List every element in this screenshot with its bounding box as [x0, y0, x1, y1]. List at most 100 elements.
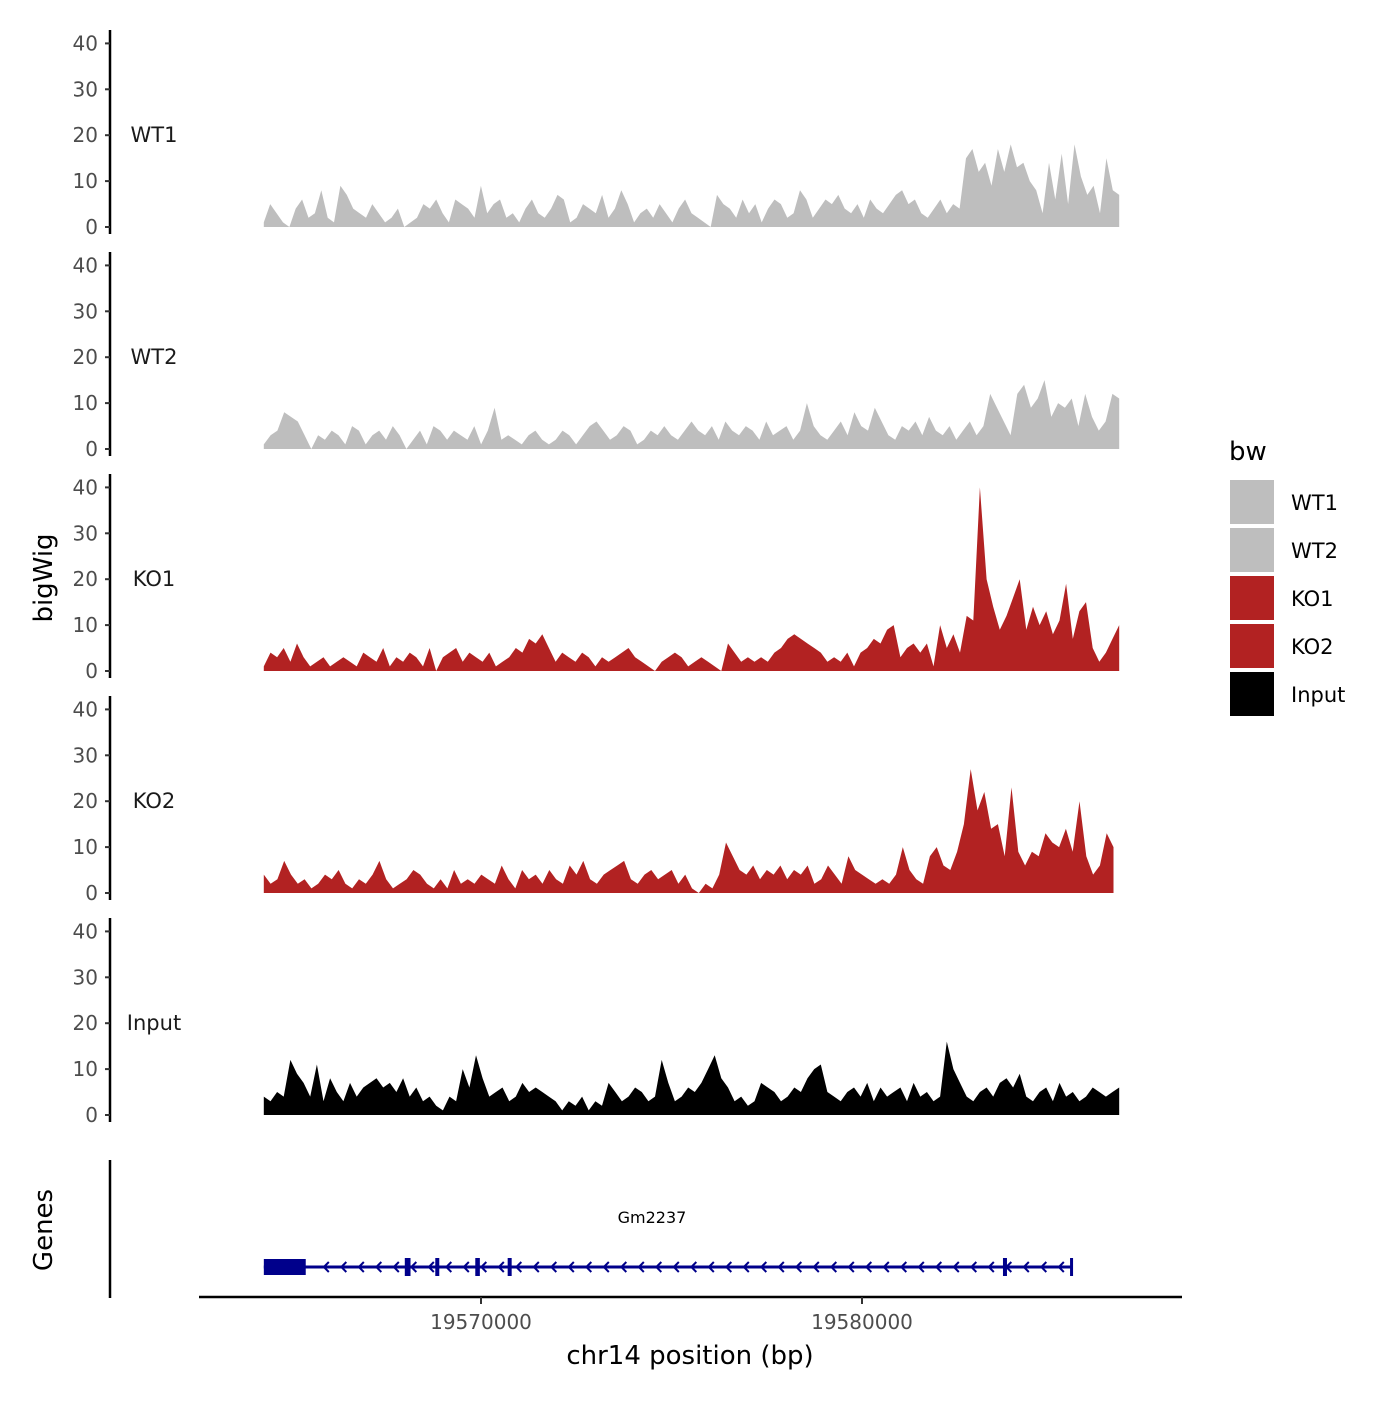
track-panel-wt1: 0 10 20 30 40 WT1	[73, 30, 1120, 239]
coverage-area-ko1	[263, 487, 1120, 671]
strand-arrow	[619, 1261, 628, 1273]
strand-arrow	[322, 1261, 330, 1273]
strand-arrow	[882, 1261, 890, 1273]
track-label-wt2: WT2	[131, 345, 178, 369]
strand-arrow	[567, 1261, 575, 1273]
track-label-ko2: KO2	[133, 789, 176, 813]
strand-arrow	[1057, 1261, 1065, 1273]
strand-arrow	[952, 1261, 960, 1273]
legend-label-wt2: WT2	[1291, 539, 1338, 563]
y-tick-label: 40	[73, 919, 98, 943]
strand-arrow	[899, 1261, 908, 1273]
legend-title: bw	[1229, 437, 1267, 467]
legend-key-input	[1230, 672, 1274, 716]
genes-axis-title: Genes	[29, 1189, 59, 1271]
track-label-input: Input	[127, 1011, 181, 1035]
legend-label-wt1: WT1	[1291, 491, 1338, 515]
strand-arrow	[934, 1261, 943, 1273]
strand-arrow	[1022, 1261, 1030, 1273]
legend-key-ko1	[1230, 576, 1274, 620]
legend-key-ko2	[1230, 624, 1274, 668]
track-panel-ko2: 0 10 20 30 40 KO2	[73, 696, 1114, 905]
strand-arrow	[672, 1261, 680, 1273]
strand-arrow	[724, 1261, 733, 1273]
x-tick-label: 19570000	[430, 1310, 532, 1334]
y-tick-label: 10	[73, 613, 98, 637]
strand-arrow	[1039, 1261, 1048, 1273]
strand-arrow	[532, 1261, 540, 1273]
gene-exon	[1002, 1258, 1007, 1276]
y-tick-label: 40	[73, 31, 98, 55]
coverage-area-wt1	[263, 144, 1120, 227]
strand-arrow	[602, 1261, 610, 1273]
y-tick-label: 20	[73, 789, 98, 813]
y-tick-label: 30	[73, 77, 98, 101]
coverage-area-input	[263, 1041, 1120, 1115]
legend: bw WT1 WT2 KO1 KO2 Input	[1229, 437, 1345, 716]
coverage-area-ko2	[263, 769, 1114, 893]
strand-arrow	[847, 1261, 855, 1273]
y-tick-label: 20	[73, 123, 98, 147]
track-panel-ko1: 0 10 20 30 40 KO1	[73, 474, 1120, 683]
strand-arrow	[584, 1261, 593, 1273]
y-tick-label: 40	[73, 253, 98, 277]
y-tick-label: 10	[73, 1057, 98, 1081]
track-label-ko1: KO1	[133, 567, 176, 591]
gene-exon	[435, 1258, 440, 1276]
strand-arrow	[374, 1261, 383, 1273]
y-axis-title: bigWig	[29, 533, 59, 622]
y-tick-label: 20	[73, 1011, 98, 1035]
strand-arrow	[759, 1261, 768, 1273]
y-tick-label: 0	[85, 215, 98, 239]
strand-arrow	[479, 1261, 488, 1273]
strand-arrow	[549, 1261, 558, 1273]
strand-arrow	[339, 1261, 348, 1273]
y-tick-label: 30	[73, 521, 98, 545]
strand-arrow	[689, 1261, 698, 1273]
y-tick-label: 30	[73, 965, 98, 989]
x-axis: 19570000 19580000	[199, 1295, 1182, 1334]
legend-key-wt2	[1230, 528, 1274, 572]
strand-arrow	[794, 1261, 803, 1273]
strand-arrow	[427, 1261, 435, 1273]
legend-key-wt1	[1230, 480, 1274, 524]
strand-arrow	[969, 1261, 978, 1273]
gene-exon	[404, 1258, 411, 1276]
y-tick-label: 20	[73, 345, 98, 369]
y-tick-label: 0	[85, 1103, 98, 1127]
y-tick-label: 10	[73, 169, 98, 193]
strand-arrow	[829, 1261, 838, 1273]
strand-arrow	[497, 1261, 505, 1273]
track-panel-input: 0 10 20 30 40 Input	[73, 918, 1120, 1127]
strand-arrow	[462, 1261, 470, 1273]
strand-arrow	[777, 1261, 785, 1273]
y-tick-label: 0	[85, 659, 98, 683]
gene-exon	[507, 1258, 512, 1276]
legend-label-ko1: KO1	[1291, 587, 1334, 611]
coverage-area-wt2	[263, 380, 1120, 449]
gene-exon	[263, 1259, 306, 1275]
strand-arrow	[654, 1261, 663, 1273]
y-tick-label: 20	[73, 567, 98, 591]
strand-arrow	[637, 1261, 645, 1273]
strand-arrow	[987, 1261, 995, 1273]
strand-arrow	[409, 1261, 418, 1273]
y-tick-label: 0	[85, 437, 98, 461]
strand-arrow	[707, 1261, 715, 1273]
legend-label-input: Input	[1291, 683, 1345, 707]
strand-arrow	[514, 1261, 523, 1273]
track-panel-wt2: 0 10 20 30 40 WT2	[73, 252, 1120, 461]
strand-arrow	[812, 1261, 820, 1273]
y-tick-label: 30	[73, 743, 98, 767]
x-tick-label: 19580000	[811, 1310, 913, 1334]
y-tick-label: 40	[73, 697, 98, 721]
strand-arrow	[392, 1261, 400, 1273]
y-tick-label: 30	[73, 299, 98, 323]
legend-label-ko2: KO2	[1291, 635, 1334, 659]
genes-track: Gm2237	[108, 1160, 1074, 1298]
gene-exon	[475, 1258, 480, 1276]
strand-arrow	[357, 1261, 365, 1273]
y-tick-label: 10	[73, 835, 98, 859]
